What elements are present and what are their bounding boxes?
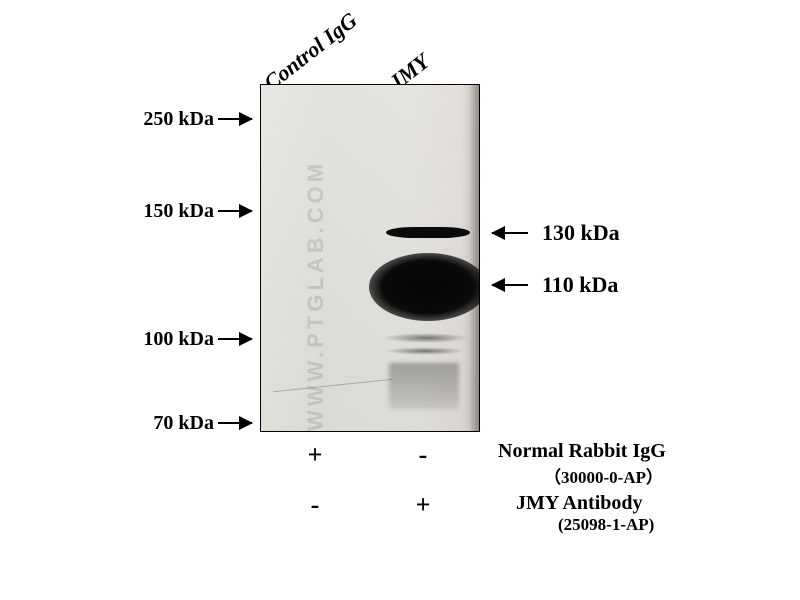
blot-image: WWW.PTGLAB.COM	[260, 84, 480, 432]
band-130kda	[386, 227, 470, 238]
pm-row2-lane2: +	[408, 490, 438, 520]
ab-label-normal-igg: Normal Rabbit IgG	[498, 440, 666, 463]
mw-arrow-70	[218, 422, 252, 424]
watermark-text: WWW.PTGLAB.COM	[303, 160, 329, 431]
band-110kda	[369, 253, 480, 321]
band-arrow-130	[492, 232, 528, 234]
mw-arrow-250	[218, 118, 252, 120]
mw-label-70: 70 kDa	[104, 412, 214, 435]
band-faint-2	[385, 347, 465, 355]
mw-label-250: 250 kDa	[104, 108, 214, 131]
ab-sub-normal-igg: （30000-0-AP）	[544, 463, 663, 488]
band-faint-1	[383, 333, 469, 343]
lane-label-control: Control IgG	[259, 7, 362, 96]
blot-scratch	[273, 379, 392, 393]
mw-label-150: 150 kDa	[104, 200, 214, 223]
ab-label-jmy: JMY Antibody	[516, 492, 643, 515]
ab-sub-jmy: (25098-1-AP)	[558, 515, 654, 535]
pm-row1-lane2: -	[408, 440, 438, 470]
band-label-130: 130 kDa	[542, 220, 620, 246]
band-arrow-110	[492, 284, 528, 286]
pm-row2-lane1: -	[300, 490, 330, 520]
mw-arrow-150	[218, 210, 252, 212]
band-label-110: 110 kDa	[542, 272, 618, 298]
mw-label-100: 100 kDa	[104, 328, 214, 351]
band-smear	[389, 363, 459, 409]
mw-arrow-100	[218, 338, 252, 340]
pm-row1-lane1: +	[300, 440, 330, 470]
